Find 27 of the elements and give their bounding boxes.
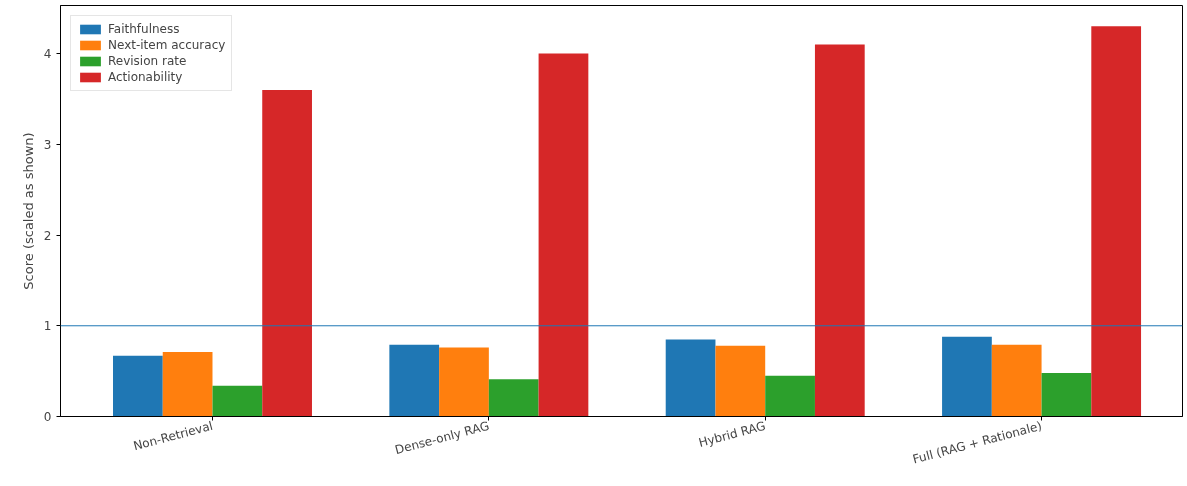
bar: [1091, 26, 1142, 417]
y-tick-label: 0: [43, 410, 52, 424]
bar: [715, 345, 766, 417]
legend-label: Next-item accuracy: [108, 38, 226, 52]
bar: [389, 344, 440, 417]
bar: [488, 379, 539, 417]
legend-label: Actionability: [108, 70, 183, 84]
bar: [665, 339, 716, 417]
bar: [113, 355, 163, 417]
y-axis-title: Score (scaled as shown): [20, 132, 36, 290]
bar: [765, 375, 815, 417]
y-tick-label: 4: [43, 47, 52, 62]
x-tick-label: Hybrid RAG: [697, 418, 768, 450]
legend-label: Revision rate: [108, 54, 187, 68]
bar: [439, 347, 489, 417]
bar: [212, 385, 263, 417]
y-tick-label: 1: [43, 319, 52, 334]
bar: [991, 344, 1042, 417]
y-tick-label: 3: [43, 137, 52, 152]
y-tick-label: 2: [43, 228, 52, 243]
bar: [262, 89, 312, 417]
bar: [538, 53, 589, 417]
bar: [162, 352, 213, 417]
bar: [942, 336, 992, 417]
bar: [1041, 372, 1092, 417]
legend-label: Faithfulness: [108, 22, 180, 36]
bar: [814, 44, 865, 417]
